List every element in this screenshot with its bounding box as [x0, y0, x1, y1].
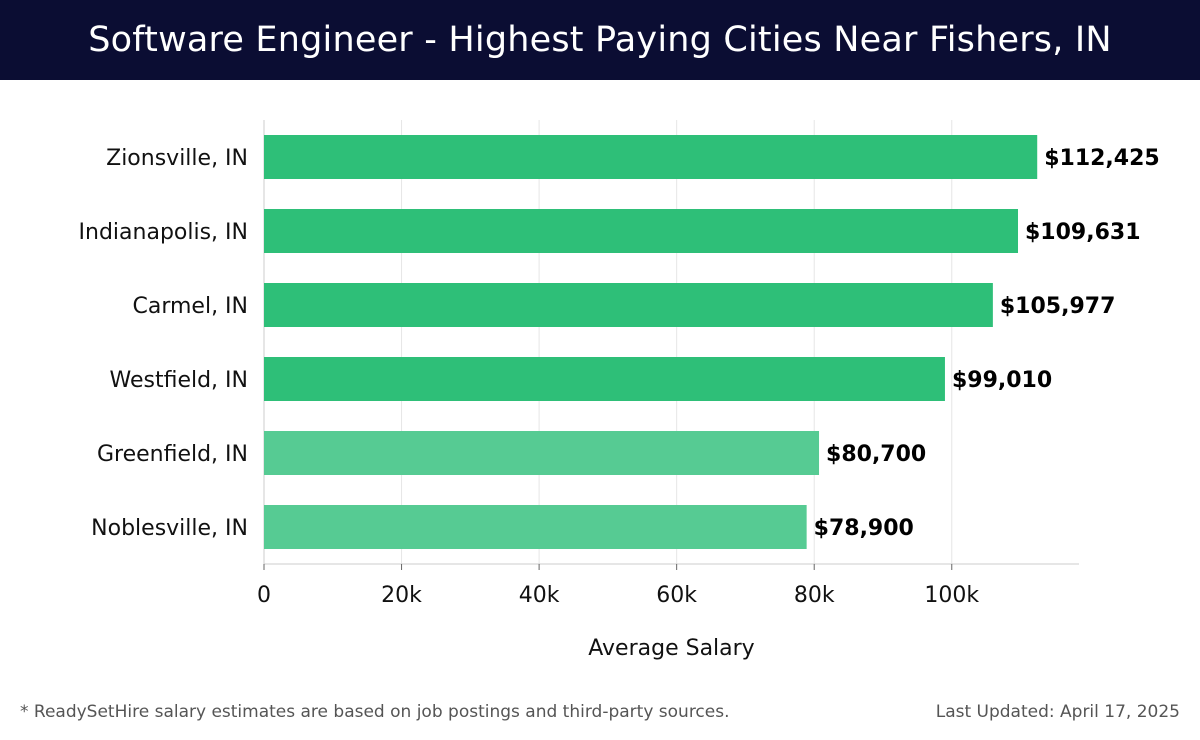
- value-label: $99,010: [952, 368, 1052, 393]
- value-label: $112,425: [1044, 146, 1160, 171]
- bar: [264, 431, 820, 475]
- value-label: $80,700: [826, 442, 926, 467]
- category-label: Greenfield, IN: [97, 442, 248, 467]
- x-tick-label: 60k: [656, 583, 697, 608]
- bar-chart: 0 20k 40k 60k 80k 100k Zionsville, IN $112,425 I…: [79, 120, 1160, 661]
- x-tick-label: 0: [257, 583, 271, 608]
- bar: [264, 209, 1019, 253]
- bar: [264, 283, 993, 327]
- category-label: Noblesville, IN: [91, 516, 248, 541]
- bar: [264, 135, 1038, 179]
- bar: [264, 357, 945, 401]
- x-tick-label: 40k: [519, 583, 560, 608]
- value-label: $105,977: [1000, 294, 1116, 319]
- x-tick-label: 80k: [794, 583, 835, 608]
- chart-title: Software Engineer - Highest Paying Citie…: [88, 20, 1112, 60]
- category-label: Westfield, IN: [110, 368, 249, 393]
- last-updated: Last Updated: April 17, 2025: [935, 702, 1180, 722]
- category-label: Indianapolis, IN: [79, 220, 248, 245]
- chart-header: Software Engineer - Highest Paying Citie…: [0, 0, 1200, 80]
- value-label: $109,631: [1025, 220, 1141, 245]
- x-tick-label: 100k: [924, 583, 979, 608]
- bar: [264, 505, 807, 549]
- source-note: * ReadySetHire salary estimates are base…: [20, 702, 730, 722]
- value-label: $78,900: [814, 516, 914, 541]
- category-label: Carmel, IN: [132, 294, 248, 319]
- x-axis-title: Average Salary: [588, 636, 754, 661]
- x-tick-label: 20k: [381, 583, 422, 608]
- category-label: Zionsville, IN: [106, 146, 248, 171]
